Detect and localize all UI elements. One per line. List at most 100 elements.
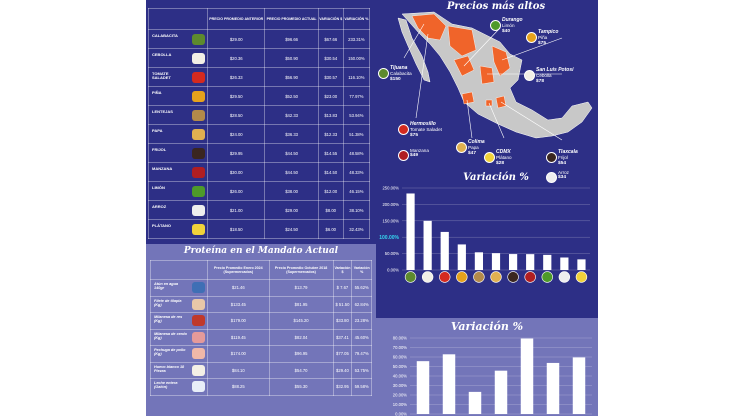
- product-photo-icon: [378, 68, 389, 79]
- bar-10: [560, 257, 569, 270]
- price-cell-curr: $44.50: [264, 162, 319, 182]
- product-photo-icon: [192, 185, 205, 197]
- city-label: Tijuana Calabacita $150: [378, 65, 412, 82]
- p-header-var-pct: Variación %: [351, 260, 372, 280]
- price-cell-var-abs: $30.57: [317, 67, 344, 87]
- city-name: Hermosillo: [410, 121, 436, 127]
- bar-6: [546, 362, 560, 414]
- city-product: Plátano: [496, 155, 512, 161]
- map-title: Precios más altos: [446, 1, 546, 12]
- header-curr: PRECIO PROMEDIO ACTUAL: [264, 8, 319, 30]
- price-row: TOMATE SALADET $26.33 $56.90 $30.57 116.10%: [148, 67, 371, 87]
- bar-9: [543, 254, 552, 270]
- price-product-cell: TOMATE SALADET: [148, 67, 208, 87]
- price-cell-curr: $50.90: [264, 48, 319, 68]
- price-product-cell: PIÑA: [148, 86, 208, 106]
- protein-cell-var-pct: 59.58%: [351, 378, 372, 396]
- city-price: $54: [558, 160, 567, 166]
- protein-cell-prev: $133.45: [207, 295, 270, 313]
- city-product: Tomate Saladet: [410, 127, 442, 133]
- city-product: Calabacita: [390, 71, 412, 77]
- product-photo-icon: [192, 364, 205, 376]
- header-var-abs: VARIACIÓN $: [317, 8, 344, 30]
- price-cell-prev: $29.00: [206, 29, 266, 49]
- price-table-corner: [148, 8, 208, 30]
- infographic-panel: PRECIO PROMEDIO ANTERIOR PRECIO PROMEDIO…: [146, 0, 598, 416]
- map-state-colima: [461, 91, 475, 105]
- city-name: Tampico: [538, 29, 559, 35]
- city-price: $150: [390, 76, 401, 82]
- y-tick-label: 50.00%: [385, 251, 399, 256]
- y-tick-label: 70.00%: [393, 345, 407, 350]
- product-photo-icon: [456, 142, 467, 153]
- price-table: PRECIO PROMEDIO ANTERIOR PRECIO PROMEDIO…: [148, 8, 371, 239]
- product-photo-icon: [192, 315, 205, 327]
- price-cell-var-pct: 233.31%: [342, 29, 371, 49]
- protein-cell-curr: $13.79: [268, 279, 334, 297]
- product-photo-icon: [192, 282, 205, 294]
- price-cell-var-pct: 116.10%: [342, 67, 371, 87]
- city-label: San Luis Potosí Cebolla $78: [524, 67, 574, 84]
- price-cell-var-pct: 53.94%: [342, 105, 371, 125]
- chart1-title: Variación %: [463, 172, 529, 183]
- price-row: ARROZ $21.00 $29.00 $8.00 38.10%: [148, 200, 371, 220]
- price-product-cell: PLÁTANO: [148, 219, 208, 239]
- city-label: Durango Limón $40: [490, 17, 523, 34]
- protein-title: Proteína en el Mandato Actual: [183, 246, 339, 256]
- city-name: Tlaxcala: [558, 149, 578, 155]
- price-cell-var-abs: $67.66: [317, 29, 344, 49]
- price-cell-curr: $38.00: [264, 181, 319, 201]
- price-product-cell: LENTEJAS: [148, 105, 208, 125]
- product-photo-icon: [524, 70, 535, 81]
- price-row: CEBOLLA $20.36 $50.90 $30.54 150.00%: [148, 48, 371, 68]
- price-product-name: FRIJOL: [152, 146, 167, 152]
- header-var-pct: VARIACIÓN %: [342, 8, 371, 30]
- city-price: $47: [468, 150, 477, 156]
- price-cell-var-abs: $13.83: [317, 105, 344, 125]
- bar-11: [577, 259, 586, 270]
- bar-3: [440, 231, 449, 270]
- price-cell-var-pct: 77.97%: [342, 86, 371, 106]
- protein-cell-var-abs: $37.41: [332, 328, 353, 346]
- category-photo-icon: [541, 271, 553, 283]
- protein-product-cell: Milanesa de cerdo (Kg): [150, 328, 208, 346]
- protein-product-name: Pechuga de pollo (Kg): [154, 348, 186, 357]
- product-photo-icon: [546, 152, 557, 163]
- product-photo-icon: [192, 223, 205, 235]
- protein-row: Filete de tilapia (Kg) $133.45 $81.95 $ 51.…: [150, 295, 372, 313]
- price-cell-prev: $20.36: [206, 48, 266, 68]
- protein-table-header: Precio Promedio Enero 2024 (Supermercado…: [150, 260, 372, 280]
- protein-product-cell: Huevo blanco 18 Piezas: [150, 361, 208, 379]
- y-tick-label: 50.00%: [393, 364, 407, 369]
- y-tick-label: 20.00%: [393, 393, 407, 398]
- protein-table-corner: [150, 260, 208, 280]
- price-product-cell: ARROZ: [148, 200, 208, 220]
- protein-cell-prev: $21.46: [207, 279, 270, 297]
- city-name: CDMX: [496, 149, 511, 155]
- city-label: Tlaxcala Frijol $54: [546, 149, 578, 166]
- protein-table: Precio Promedio Enero 2024 (Supermercado…: [150, 260, 372, 396]
- bar-3: [468, 391, 482, 414]
- bar-7: [572, 357, 586, 414]
- price-cell-var-pct: 48.33%: [342, 162, 371, 182]
- y-tick-label: 0.00%: [387, 268, 399, 273]
- protein-cell-var-pct: 23.28%: [351, 312, 372, 330]
- product-photo-icon: [192, 204, 205, 216]
- city-product: Piña: [538, 35, 548, 41]
- category-photo-icon: [507, 271, 519, 283]
- price-cell-prev: $24.00: [206, 124, 266, 144]
- protein-row: Milanesa de res (Kg) $179.00 $145.20 $33.80…: [150, 312, 372, 330]
- product-photo-icon: [192, 33, 205, 45]
- chart2-title: Variación %: [450, 320, 524, 333]
- price-cell-curr: $29.00: [264, 200, 319, 220]
- price-product-name: LENTEJAS: [152, 108, 173, 114]
- product-photo-icon: [526, 32, 537, 43]
- protein-cell-prev: $119.45: [207, 328, 270, 346]
- city-price: $40: [502, 28, 511, 34]
- city-product: Papa: [468, 145, 479, 151]
- price-product-name: CALABACITA: [152, 32, 178, 38]
- category-photo-icon: [524, 271, 536, 283]
- bar-2: [423, 220, 432, 270]
- p-header-var-abs: Variación $: [332, 260, 353, 280]
- product-photo-icon: [192, 90, 205, 102]
